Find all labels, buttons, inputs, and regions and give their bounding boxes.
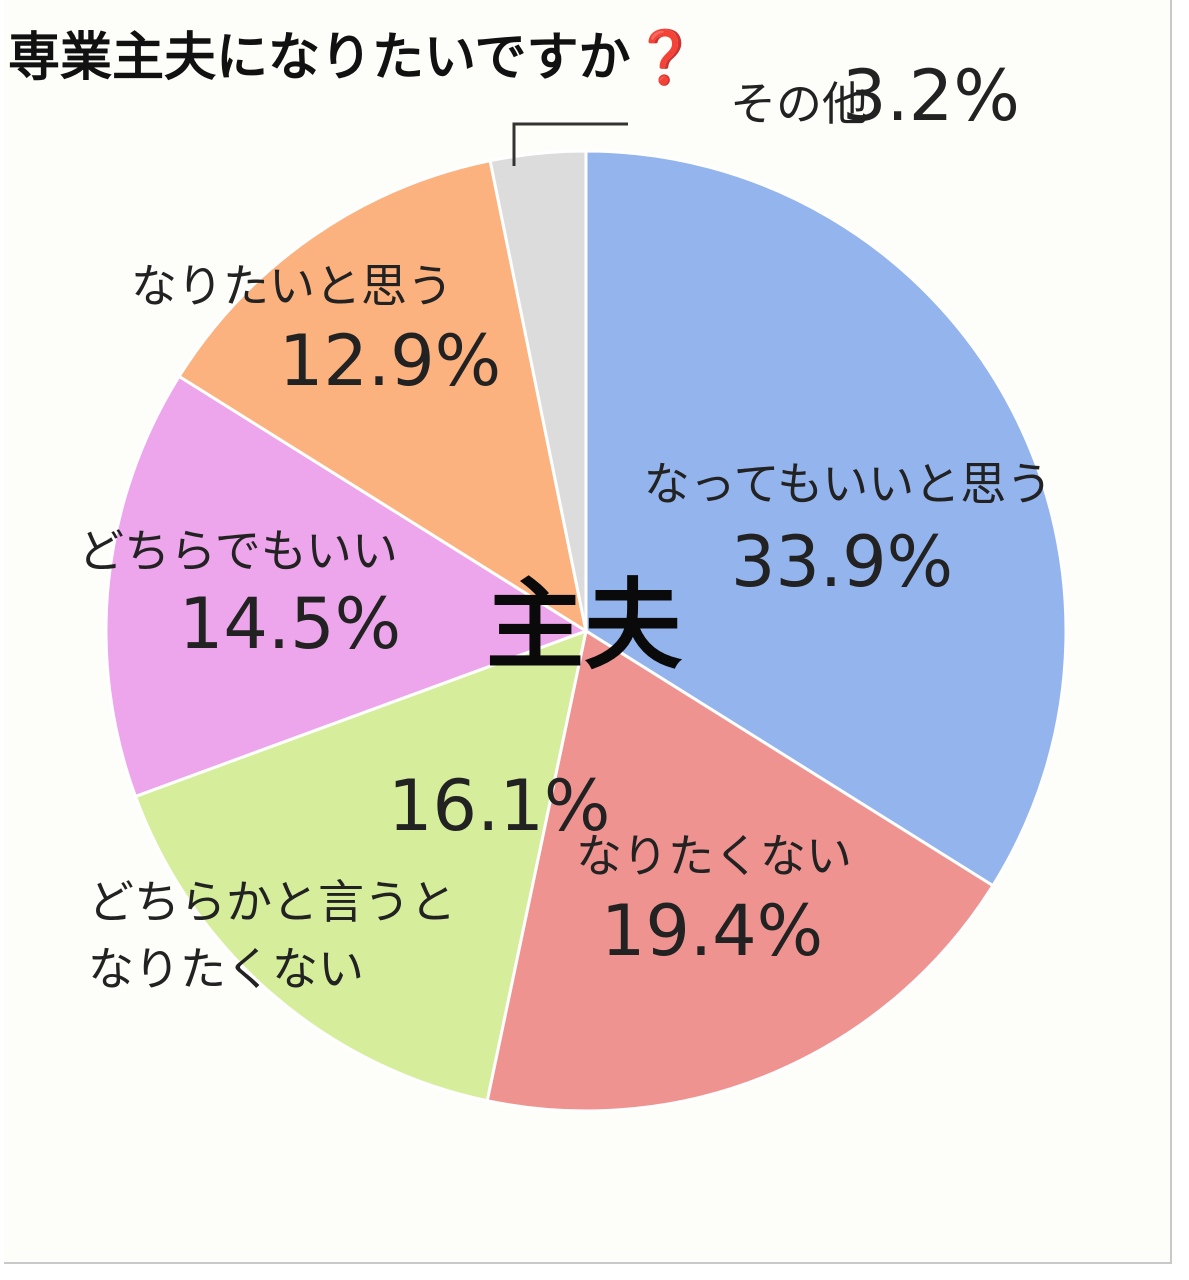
label-rather-not-line-1: どちらかと言うと (88, 875, 456, 929)
label-other: その他 (730, 77, 868, 131)
value-other: 3.2% (842, 55, 1020, 137)
question-mark-icon: ❓ (632, 28, 698, 88)
slice-want (177, 158, 589, 635)
label-want: なりたいと思う (131, 259, 453, 313)
slice-not-want (485, 628, 995, 1113)
value-not-want: 19.4% (601, 890, 823, 972)
slice-rather-not (133, 628, 589, 1103)
center-label: 主夫 (486, 569, 683, 683)
label-rather-not-line-2: なりたくない (88, 942, 364, 996)
value-might-like: 33.9% (731, 521, 953, 603)
slice-might-like (584, 149, 1068, 888)
label-either: どちらでもいい (78, 524, 398, 578)
value-want: 12.9% (279, 320, 501, 402)
chart-title: 専業主夫になりたいですか❓ (8, 18, 697, 98)
value-rather-not: 16.1% (388, 765, 610, 847)
slice-either (104, 374, 590, 799)
leader-line-other (512, 122, 628, 166)
chart-title-text: 専業主夫になりたいですか (8, 28, 631, 88)
label-might-like: なってもいいと思う (644, 457, 1052, 511)
label-not-want: なりたくない (576, 829, 852, 883)
slice-other (488, 149, 588, 632)
value-either: 14.5% (179, 583, 401, 665)
